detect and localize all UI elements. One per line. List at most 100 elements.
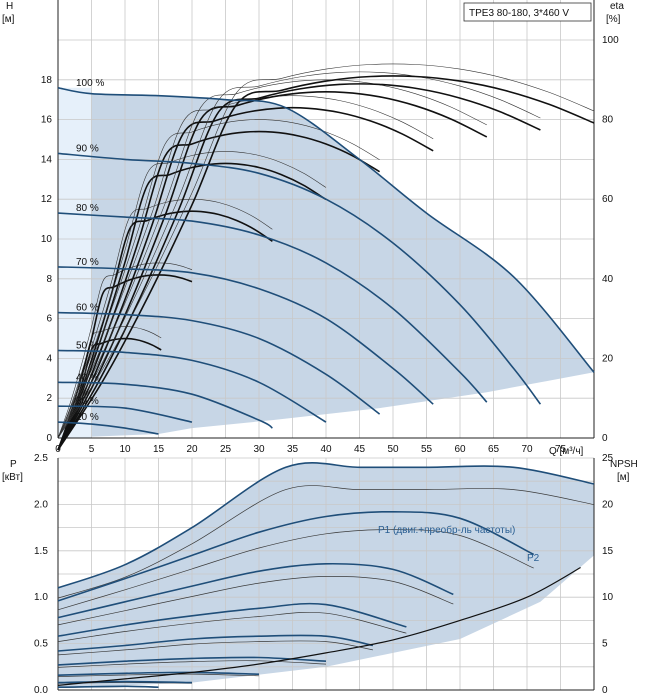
x-tick-label: 45 <box>354 444 366 455</box>
head-curve <box>57 311 381 415</box>
y-tick-label: 18 <box>41 75 53 86</box>
y-axis-unit-h: [м] <box>2 14 15 25</box>
y2-tick-label: 15 <box>602 546 614 557</box>
head-curve <box>57 405 193 423</box>
p1-curve <box>57 510 535 602</box>
x-tick-label: 40 <box>320 444 332 455</box>
eta-curve-thin <box>57 79 487 439</box>
y-tick-label: 6 <box>46 314 52 325</box>
chart-labels: H [м] eta [%] TPE3 80-180, 3*460 V Q [м³… <box>2 1 638 564</box>
y-tick-label: 2.5 <box>34 453 48 464</box>
p1-curve <box>57 602 407 637</box>
x-tick-label: 20 <box>186 444 198 455</box>
y2-axis-label-eta: eta <box>610 1 624 12</box>
p2-curve <box>57 673 260 677</box>
y-axis-unit-p: [кВт] <box>2 472 23 483</box>
p1-curve <box>57 671 260 676</box>
y-tick-label: 4 <box>46 353 52 364</box>
y-tick-label: 2.0 <box>34 499 48 510</box>
x-tick-label: 30 <box>253 444 265 455</box>
y2-tick-label: 25 <box>602 453 614 464</box>
head-curve <box>57 87 595 373</box>
eta-curve-thin <box>57 71 541 439</box>
y-tick-label: 16 <box>41 115 53 126</box>
head-curve <box>57 421 159 435</box>
y-tick-label: 8 <box>46 274 52 285</box>
p1-curve <box>57 680 193 684</box>
p1-curve <box>57 634 374 652</box>
y-axis-label-h: H <box>6 1 13 12</box>
x-tick-label: 60 <box>454 444 466 455</box>
y2-tick-label: 60 <box>602 194 614 205</box>
eta-curve-thin <box>57 95 434 439</box>
p2-curve <box>57 485 595 599</box>
head-curve <box>57 381 273 429</box>
x-tick-label: 70 <box>521 444 533 455</box>
chart-title-box <box>463 2 592 22</box>
y-tick-label: 0 <box>46 433 52 444</box>
power-npsh-panel: 0.0 0.5 1.0 1.5 2.0 2.5 0 5 10 15 20 25 <box>34 453 614 696</box>
speed-label: 50 % <box>76 340 99 351</box>
head-curve <box>57 152 542 405</box>
head-curve <box>57 266 434 405</box>
y2-axis-label-npsh: NPSH <box>610 459 638 470</box>
y2-tick-label: 20 <box>602 499 614 510</box>
x-tick-label: 55 <box>421 444 433 455</box>
p2-curve <box>57 529 534 611</box>
y2-tick-label: 0 <box>602 685 608 696</box>
x-axis-label-q: Q [м³/ч] <box>549 446 584 457</box>
eta-curve-thin <box>57 151 327 439</box>
p1-curve <box>57 685 159 688</box>
y-tick-label: 14 <box>41 154 53 165</box>
speed-label: 80 % <box>76 203 99 214</box>
y-tick-label: 0.5 <box>34 639 48 650</box>
y2-tick-label: 40 <box>602 274 614 285</box>
y2-tick-label: 5 <box>602 639 608 650</box>
y-tick-label: 1.0 <box>34 592 48 603</box>
y2-tick-label: 100 <box>602 35 619 46</box>
eta-curve <box>57 106 434 451</box>
head-curve <box>57 212 488 403</box>
y-tick-label: 12 <box>41 194 53 205</box>
p2-curve <box>57 611 407 642</box>
p1-curve <box>57 462 595 589</box>
chart-title: TPE3 80-180, 3*460 V <box>469 8 569 19</box>
y2-axis-unit-npsh: [м] <box>617 472 630 483</box>
p1-curve <box>57 562 454 619</box>
speed-label: 70 % <box>76 257 99 268</box>
y2-tick-label: 10 <box>602 592 614 603</box>
x-tick-label: 25 <box>220 444 232 455</box>
y2-tick-label: 0 <box>602 433 608 444</box>
y-tick-label: 2 <box>46 393 52 404</box>
x-tick-label: 65 <box>488 444 500 455</box>
x-tick-label: 75 <box>555 444 567 455</box>
npsh-curve <box>57 566 581 686</box>
x-tick-label: 5 <box>89 444 95 455</box>
x-tick-label: 50 <box>387 444 399 455</box>
x-tick-label: 35 <box>287 444 299 455</box>
eta-curve-thin <box>57 63 595 439</box>
head-curve <box>57 349 327 423</box>
annotation-p1: P1 (двиг.+преобр-ль частоты) <box>378 524 515 536</box>
y2-tick-label: 20 <box>602 353 614 364</box>
y-axis-label-p: P <box>10 459 17 470</box>
y2-axis-unit-eta: [%] <box>606 14 621 25</box>
p2-curve <box>57 640 373 656</box>
annotation-p2: P2 <box>527 553 540 564</box>
p2-curve <box>57 660 327 668</box>
x-tick-label: 15 <box>153 444 165 455</box>
speed-label: 90 % <box>76 143 99 154</box>
eta-curve <box>57 83 541 451</box>
y-tick-label: 1.5 <box>34 546 48 557</box>
y-tick-label: 0.0 <box>34 685 48 696</box>
x-tick-label: 10 <box>119 444 131 455</box>
p1-curve <box>57 656 327 666</box>
speed-label: 40 % <box>76 372 99 383</box>
y2-tick-label: 80 <box>602 115 614 126</box>
eta-curve-thin <box>57 119 380 439</box>
eta-curve <box>57 130 381 451</box>
speed-label: 20 % <box>76 412 99 423</box>
eta-curve <box>57 75 595 451</box>
